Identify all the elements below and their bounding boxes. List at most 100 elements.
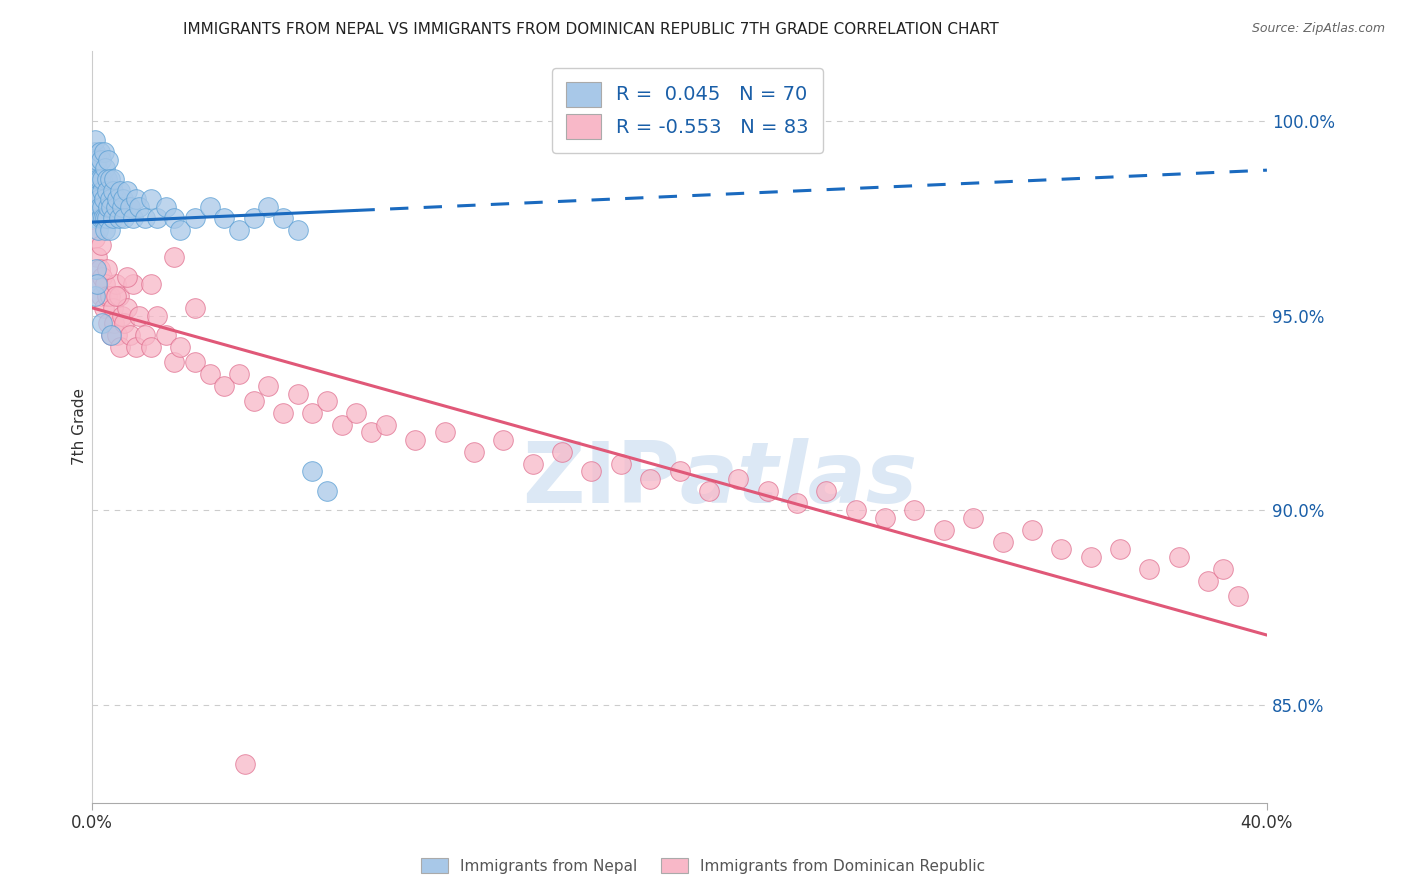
Point bbox=[1197, 574, 1219, 588]
Point bbox=[89, 200, 111, 214]
Point bbox=[346, 406, 368, 420]
Point bbox=[97, 200, 120, 214]
Point bbox=[103, 172, 125, 186]
Point bbox=[134, 328, 156, 343]
Point bbox=[96, 184, 118, 198]
Point bbox=[98, 223, 121, 237]
Point bbox=[86, 250, 108, 264]
Point bbox=[93, 301, 115, 315]
Point bbox=[94, 161, 117, 175]
Point bbox=[91, 172, 114, 186]
Point bbox=[96, 211, 118, 226]
Point bbox=[86, 211, 108, 226]
Point bbox=[91, 200, 114, 214]
Text: ZIP: ZIP bbox=[522, 438, 679, 521]
Point bbox=[271, 406, 294, 420]
Point bbox=[139, 192, 162, 206]
Point bbox=[100, 328, 122, 343]
Point bbox=[301, 465, 323, 479]
Point bbox=[98, 172, 121, 186]
Point bbox=[93, 192, 115, 206]
Point bbox=[991, 534, 1014, 549]
Point bbox=[287, 386, 309, 401]
Y-axis label: 7th Grade: 7th Grade bbox=[72, 388, 87, 465]
Point bbox=[198, 200, 221, 214]
Point bbox=[1080, 550, 1102, 565]
Point bbox=[91, 269, 114, 284]
Point bbox=[287, 223, 309, 237]
Point bbox=[463, 445, 485, 459]
Point bbox=[242, 394, 264, 409]
Text: IMMIGRANTS FROM NEPAL VS IMMIGRANTS FROM DOMINICAN REPUBLIC 7TH GRADE CORRELATIO: IMMIGRANTS FROM NEPAL VS IMMIGRANTS FROM… bbox=[183, 22, 998, 37]
Point bbox=[94, 277, 117, 292]
Point bbox=[155, 200, 177, 214]
Point bbox=[214, 211, 236, 226]
Point bbox=[815, 483, 838, 498]
Point bbox=[100, 192, 122, 206]
Point bbox=[228, 223, 250, 237]
Point bbox=[87, 277, 110, 292]
Point bbox=[610, 457, 633, 471]
Point bbox=[163, 211, 186, 226]
Point bbox=[93, 145, 115, 159]
Point bbox=[86, 153, 108, 167]
Point bbox=[110, 309, 132, 323]
Point bbox=[242, 211, 264, 226]
Point bbox=[184, 301, 207, 315]
Point bbox=[125, 192, 148, 206]
Point bbox=[139, 277, 162, 292]
Point bbox=[91, 211, 114, 226]
Point bbox=[90, 211, 112, 226]
Point bbox=[330, 417, 353, 432]
Point bbox=[83, 145, 105, 159]
Point bbox=[301, 406, 323, 420]
Point bbox=[87, 172, 110, 186]
Point bbox=[96, 172, 118, 186]
Point bbox=[169, 340, 191, 354]
Text: atlas: atlas bbox=[679, 438, 918, 521]
Point bbox=[120, 328, 142, 343]
Point bbox=[111, 192, 134, 206]
Point bbox=[551, 445, 574, 459]
Point bbox=[104, 200, 127, 214]
Point bbox=[101, 211, 124, 226]
Point bbox=[89, 261, 111, 276]
Point bbox=[91, 317, 114, 331]
Legend: R =  0.045   N = 70, R = -0.553   N = 83: R = 0.045 N = 70, R = -0.553 N = 83 bbox=[553, 68, 823, 153]
Point bbox=[89, 145, 111, 159]
Point bbox=[108, 340, 131, 354]
Point bbox=[86, 277, 108, 292]
Point bbox=[101, 184, 124, 198]
Point bbox=[100, 200, 122, 214]
Point bbox=[271, 211, 294, 226]
Point bbox=[727, 472, 749, 486]
Point bbox=[638, 472, 661, 486]
Point bbox=[184, 211, 207, 226]
Point bbox=[155, 328, 177, 343]
Point bbox=[110, 200, 132, 214]
Point bbox=[107, 289, 129, 303]
Point bbox=[125, 340, 148, 354]
Point bbox=[1139, 562, 1161, 576]
Point bbox=[134, 211, 156, 226]
Legend: Immigrants from Nepal, Immigrants from Dominican Republic: Immigrants from Nepal, Immigrants from D… bbox=[415, 852, 991, 880]
Point bbox=[114, 317, 136, 331]
Point bbox=[233, 756, 256, 771]
Point bbox=[146, 211, 169, 226]
Point bbox=[756, 483, 779, 498]
Text: Source: ZipAtlas.com: Source: ZipAtlas.com bbox=[1251, 22, 1385, 36]
Point bbox=[316, 483, 339, 498]
Point bbox=[84, 172, 107, 186]
Point bbox=[104, 277, 127, 292]
Point bbox=[94, 223, 117, 237]
Point bbox=[492, 434, 515, 448]
Point bbox=[105, 192, 128, 206]
Point bbox=[84, 261, 107, 276]
Point bbox=[228, 367, 250, 381]
Point bbox=[122, 211, 145, 226]
Point bbox=[84, 230, 107, 244]
Point bbox=[128, 309, 150, 323]
Point bbox=[163, 355, 186, 369]
Point bbox=[117, 301, 139, 315]
Point bbox=[184, 355, 207, 369]
